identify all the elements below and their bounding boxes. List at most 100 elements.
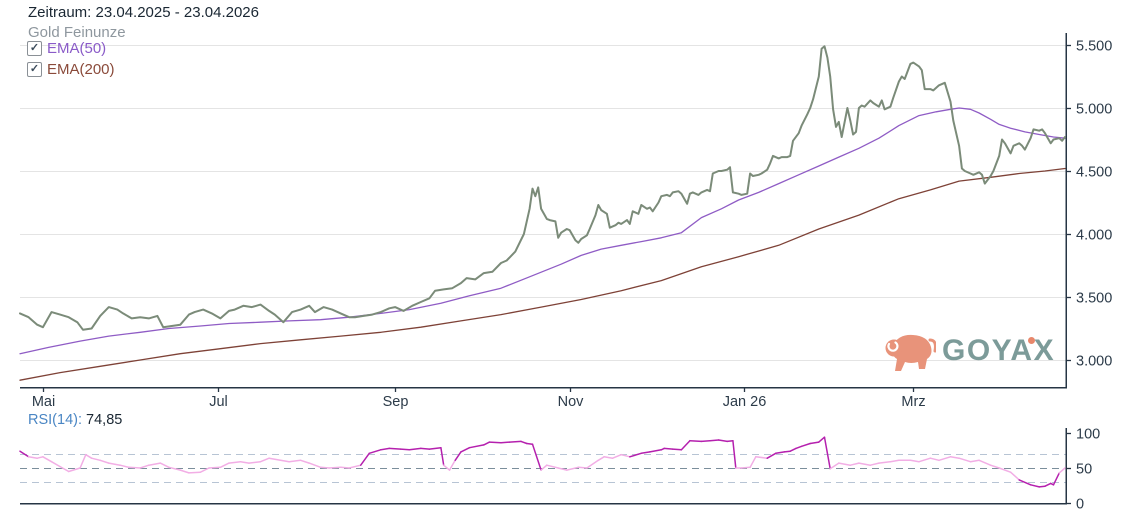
- y-tick-label: 5.000: [1076, 102, 1112, 118]
- rsi-line-segment: [59, 465, 70, 473]
- rsi-line-segment: [1018, 479, 1032, 486]
- rsi-line-segment: [620, 453, 631, 458]
- rsi-line-segment: [27, 456, 38, 459]
- rsi-line-segment: [85, 453, 93, 459]
- rsi-line-segment: [823, 436, 831, 470]
- rsi-line-segment: [557, 467, 568, 471]
- rsi-line-segment: [428, 446, 442, 450]
- rsi-line-segment: [508, 440, 522, 443]
- rsi-line-segment: [889, 459, 900, 463]
- y-tick-label: 4.500: [1076, 165, 1112, 181]
- rsi-line-segment: [119, 464, 130, 469]
- rsi-y-tick-label: 50: [1076, 462, 1092, 478]
- rsi-line-segment: [159, 462, 170, 469]
- price-line: [19, 45, 1066, 331]
- x-tick-label: Sep: [383, 394, 409, 410]
- rsi-line-segment: [128, 466, 141, 469]
- rsi-current-value: 74,85: [86, 412, 123, 428]
- rsi-line-segment: [689, 439, 703, 443]
- rsi-line-segment: [1009, 471, 1020, 481]
- rsi-line-segment: [800, 442, 811, 448]
- rsi-line-segment: [818, 436, 826, 443]
- rsi-line-segment: [239, 460, 250, 464]
- rsi-line-segment: [700, 439, 711, 443]
- ema50-toggle[interactable]: ✓ EMA(50): [27, 40, 106, 57]
- rsi-line-segment: [319, 466, 330, 469]
- rsi-line-segment: [586, 459, 600, 469]
- rsi-line-segment: [483, 441, 491, 446]
- rsi-line-segment: [219, 462, 230, 469]
- rsi-line-segment: [732, 439, 737, 469]
- rsi-line-segment: [288, 459, 302, 463]
- rsi-line-segment: [938, 456, 952, 462]
- rsi-line-segment: [99, 459, 110, 464]
- rsi-line-segment: [188, 471, 202, 474]
- rsi-line-segment: [1052, 472, 1061, 486]
- ema200-checkbox[interactable]: ✓: [27, 62, 42, 77]
- y-tick-label: 4.000: [1076, 228, 1112, 244]
- x-tick-label: Mai: [32, 394, 55, 410]
- goyax-logo: GOYAX: [884, 332, 1055, 374]
- rsi-line-segment: [918, 457, 932, 463]
- rsi-line-segment: [949, 456, 960, 459]
- ema200-label: EMA(200): [47, 61, 115, 78]
- rsi-line-segment: [783, 450, 791, 453]
- rsi-line-segment: [603, 456, 614, 459]
- rsi-line-segment: [611, 453, 622, 459]
- rsi-line-segment: [279, 459, 290, 463]
- rsi-panel-label: RSI(14): 74,85: [28, 412, 122, 428]
- rsi-line-segment: [649, 449, 663, 453]
- rsi-line-segment: [1058, 467, 1066, 474]
- rsi-line-segment: [672, 448, 683, 451]
- rsi-line-segment: [400, 448, 411, 451]
- rsi-line-segment: [969, 459, 980, 463]
- ema50-checkbox[interactable]: ✓: [27, 41, 42, 56]
- rsi-line-segment: [629, 452, 643, 458]
- rsi-line-segment: [168, 466, 182, 471]
- x-tick-label: Mrz: [901, 394, 925, 410]
- rsi-line-segment: [448, 459, 456, 471]
- rsi-line-segment: [199, 467, 210, 473]
- rsi-line-segment: [259, 457, 270, 463]
- ema50-label: EMA(50): [47, 40, 107, 57]
- rsi-line-segment: [79, 453, 87, 469]
- rsi-line-segment: [359, 452, 371, 466]
- rsi-line-segment: [139, 464, 150, 469]
- rsi-line-segment: [148, 462, 162, 466]
- rsi-line-segment: [775, 451, 786, 455]
- rsi-line-segment: [36, 456, 44, 459]
- x-tick-label: Jul: [209, 394, 228, 410]
- rsi-line-segment: [308, 462, 322, 469]
- rsi-line-segment: [420, 447, 431, 450]
- rsi-indicator-name: RSI(14):: [28, 412, 82, 428]
- rsi-line-segment: [1038, 485, 1046, 488]
- rsi-line-segment: [454, 451, 462, 462]
- rsi-line-segment: [809, 441, 820, 445]
- rsi-line-segment: [978, 459, 992, 466]
- rsi-line-segment: [858, 462, 872, 466]
- rsi-line-segment: [998, 467, 1012, 473]
- rsi-line-segment: [766, 452, 777, 459]
- rsi-line-segment: [468, 444, 485, 449]
- rsi-line-segment: [108, 462, 121, 466]
- rsi-line-segment: [208, 466, 222, 469]
- rsi-line-segment: [368, 449, 382, 455]
- rsi-line-segment: [526, 442, 534, 445]
- rsi-chart: 100 50 0: [19, 427, 1100, 513]
- rsi-line-segment: [531, 443, 542, 471]
- rsi-line-segment: [339, 466, 350, 469]
- rsi-line-segment: [388, 447, 402, 450]
- rsi-line-segment: [228, 460, 242, 464]
- ema200-toggle[interactable]: ✓ EMA(200): [27, 61, 115, 78]
- rsi-line-segment: [546, 464, 559, 469]
- rsi-line-segment: [755, 456, 768, 459]
- rsi-line-segment: [1044, 482, 1052, 487]
- rsi-line-segment: [989, 464, 1000, 469]
- period-label: Zeitraum: 23.04.2025 - 23.04.2026: [28, 4, 259, 21]
- rsi-line-segment: [597, 456, 605, 462]
- rsi-line-segment: [869, 462, 880, 466]
- rsi-line-segment: [878, 460, 892, 464]
- instrument-label: Gold Feinunze: [28, 24, 126, 41]
- rsi-line-segment: [248, 460, 262, 464]
